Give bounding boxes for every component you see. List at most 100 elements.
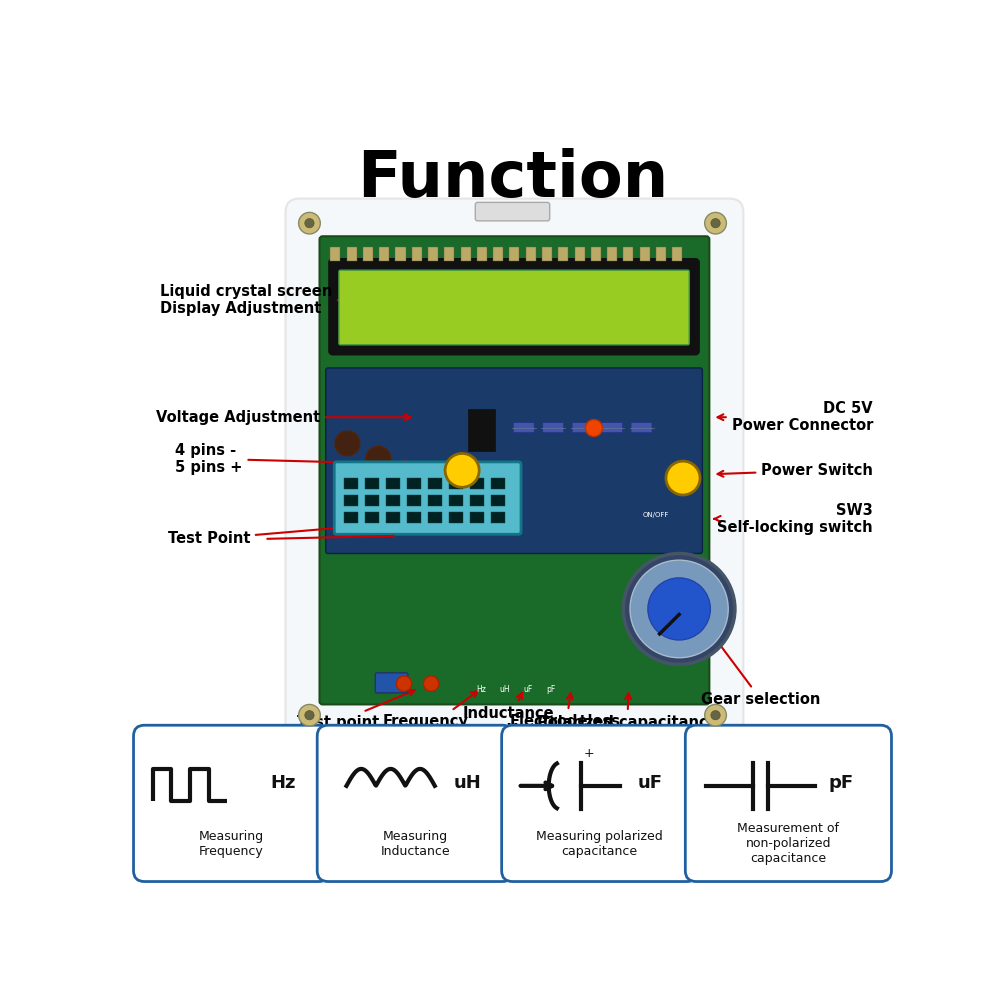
FancyBboxPatch shape: [513, 423, 534, 433]
FancyBboxPatch shape: [602, 423, 623, 433]
Text: pF: pF: [547, 685, 556, 694]
FancyBboxPatch shape: [326, 368, 702, 554]
Text: Hz: Hz: [477, 685, 486, 694]
Circle shape: [711, 711, 720, 720]
Bar: [365, 478, 379, 489]
FancyBboxPatch shape: [320, 236, 709, 704]
Text: uH: uH: [499, 685, 510, 694]
Bar: [365, 495, 379, 506]
Bar: [491, 512, 505, 523]
Text: Test point: Test point: [297, 690, 415, 730]
Bar: [444, 247, 454, 261]
Bar: [468, 409, 495, 451]
Text: Polarized capacitance: Polarized capacitance: [537, 693, 718, 730]
Circle shape: [585, 420, 602, 436]
Text: Frequency
Hz: Frequency Hz: [383, 691, 477, 746]
Circle shape: [366, 446, 391, 471]
Text: Measuring polarized
capacitance: Measuring polarized capacitance: [536, 830, 663, 858]
Text: ON/OFF: ON/OFF: [643, 512, 669, 518]
FancyBboxPatch shape: [631, 423, 652, 433]
Bar: [347, 247, 357, 261]
Text: Electrodeless
Capacitance: Electrodeless Capacitance: [510, 693, 621, 746]
Bar: [623, 247, 633, 261]
Text: Inductance
uH: Inductance uH: [463, 693, 554, 738]
Bar: [449, 495, 463, 506]
FancyBboxPatch shape: [334, 462, 521, 534]
FancyBboxPatch shape: [339, 270, 689, 345]
Bar: [449, 478, 463, 489]
Bar: [330, 247, 340, 261]
Text: Gear selection: Gear selection: [701, 628, 820, 707]
Bar: [470, 512, 484, 523]
Circle shape: [705, 212, 726, 234]
Bar: [407, 478, 421, 489]
Bar: [407, 512, 421, 523]
Text: Measuring
Inductance: Measuring Inductance: [380, 830, 450, 858]
Bar: [344, 478, 358, 489]
Circle shape: [335, 431, 360, 456]
Text: Liquid crystal screen
Display Adjustment: Liquid crystal screen Display Adjustment: [160, 284, 411, 316]
Text: Function: Function: [357, 148, 668, 210]
FancyBboxPatch shape: [543, 423, 564, 433]
FancyBboxPatch shape: [134, 725, 330, 882]
Text: Measurement of
non-polarized
capacitance: Measurement of non-polarized capacitance: [737, 822, 839, 865]
Bar: [542, 247, 552, 261]
Text: 4 pins -
5 pins +: 4 pins - 5 pins +: [175, 443, 411, 475]
Bar: [407, 495, 421, 506]
Text: SW3
Self-locking switch: SW3 Self-locking switch: [714, 503, 873, 535]
Bar: [344, 495, 358, 506]
Circle shape: [705, 704, 726, 726]
Bar: [386, 478, 400, 489]
Circle shape: [666, 461, 700, 495]
FancyBboxPatch shape: [317, 725, 513, 882]
Text: DC 5V
Power Connector: DC 5V Power Connector: [718, 401, 873, 433]
Bar: [449, 512, 463, 523]
Bar: [395, 247, 406, 261]
Circle shape: [299, 704, 320, 726]
Circle shape: [630, 560, 728, 658]
Bar: [526, 247, 536, 261]
Bar: [640, 247, 650, 261]
Bar: [461, 247, 471, 261]
FancyArrowPatch shape: [267, 536, 393, 539]
Bar: [607, 247, 617, 261]
Bar: [379, 247, 389, 261]
Bar: [493, 247, 503, 261]
Bar: [428, 495, 442, 506]
FancyBboxPatch shape: [685, 725, 891, 882]
Circle shape: [445, 453, 479, 487]
FancyBboxPatch shape: [475, 202, 550, 221]
FancyBboxPatch shape: [330, 259, 698, 354]
Bar: [344, 512, 358, 523]
Bar: [574, 247, 585, 261]
Bar: [470, 478, 484, 489]
Bar: [428, 512, 442, 523]
Circle shape: [305, 711, 314, 720]
Text: uF: uF: [523, 685, 533, 694]
Circle shape: [623, 554, 735, 664]
Bar: [591, 247, 601, 261]
Text: Power Switch: Power Switch: [718, 463, 873, 478]
Bar: [428, 247, 438, 261]
Bar: [491, 478, 505, 489]
Bar: [491, 495, 505, 506]
Text: Voltage Adjustment: Voltage Adjustment: [156, 410, 411, 425]
Text: pF: pF: [829, 774, 854, 792]
Bar: [477, 247, 487, 261]
Bar: [558, 247, 568, 261]
Circle shape: [299, 212, 320, 234]
Bar: [365, 512, 379, 523]
Bar: [470, 495, 484, 506]
Text: +: +: [584, 747, 594, 760]
FancyBboxPatch shape: [375, 673, 408, 693]
Bar: [509, 247, 519, 261]
FancyBboxPatch shape: [285, 199, 743, 738]
Bar: [672, 247, 682, 261]
Bar: [386, 512, 400, 523]
Text: Test Point: Test Point: [168, 521, 393, 546]
Circle shape: [648, 578, 710, 640]
Text: uH: uH: [454, 774, 481, 792]
Bar: [428, 478, 442, 489]
Bar: [412, 247, 422, 261]
FancyBboxPatch shape: [572, 423, 593, 433]
